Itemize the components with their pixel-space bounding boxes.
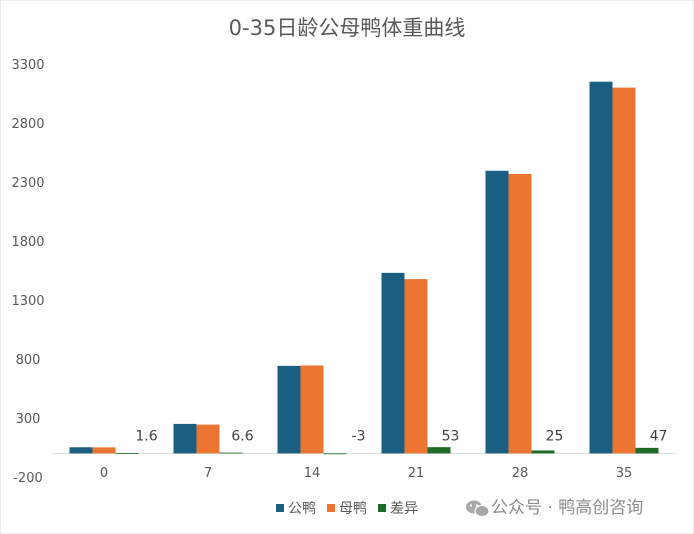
male-duck-bar (277, 365, 301, 454)
male-duck-bar (69, 447, 93, 454)
difference-bar (427, 447, 451, 454)
y-tick-label: 2300 (11, 176, 44, 191)
female-duck-bar (92, 447, 116, 454)
difference-data-label: 6.6 (231, 428, 253, 444)
male-duck-bar (173, 423, 197, 454)
y-tick-label: 1300 (11, 294, 44, 309)
data-labels-group: 1.6 6.6 -3 53 25 47 (135, 428, 667, 444)
difference-data-label: 47 (650, 428, 668, 444)
chart-title: 0-35日龄公母鸭体重曲线 (229, 16, 466, 40)
difference-bar (531, 450, 555, 454)
x-tick-label: 28 (512, 466, 529, 481)
male-duck-bar (589, 81, 613, 454)
y-tick-label: 800 (16, 353, 41, 368)
y-tick-label: 300 (16, 412, 41, 427)
y-tick-label: 2800 (11, 117, 44, 132)
female-duck-bar (300, 365, 324, 454)
x-axis-ticks: 0 7 14 21 28 35 (100, 466, 632, 481)
female-duck-bar (196, 424, 220, 454)
legend-swatch (327, 504, 335, 512)
y-axis-ticks: 3300 2800 2300 1800 1300 800 300 -200 (11, 58, 44, 486)
legend-swatch (276, 504, 284, 512)
watermark-text: 公众号 · 鸭高创咨询 (491, 498, 643, 518)
difference-data-label: 25 (546, 428, 564, 444)
female-duck-bar (404, 279, 428, 454)
difference-bar (219, 452, 243, 454)
wechat-icon (466, 500, 490, 518)
legend-label: 母鸭 (339, 501, 367, 517)
legend-label: 公鸭 (288, 501, 316, 517)
difference-data-label: 1.6 (135, 428, 157, 444)
difference-bar (115, 453, 139, 455)
x-tick-label: 7 (204, 466, 212, 481)
male-duck-bar (485, 170, 509, 454)
x-tick-label: 14 (304, 466, 321, 481)
difference-bar (323, 453, 347, 455)
x-tick-label: 21 (408, 466, 425, 481)
legend-label: 差异 (390, 501, 418, 517)
female-duck-bar (508, 173, 532, 454)
bars-group (69, 81, 659, 455)
y-tick-label: -200 (13, 471, 43, 486)
difference-data-label: 53 (442, 428, 460, 444)
legend-swatch (378, 504, 386, 512)
watermark: 公众号 · 鸭高创咨询 (466, 498, 643, 518)
difference-bar (635, 447, 659, 454)
x-tick-label: 0 (100, 466, 108, 481)
male-duck-bar (381, 272, 405, 454)
female-duck-bar (612, 87, 636, 454)
y-tick-label: 1800 (11, 235, 44, 250)
x-tick-label: 35 (616, 466, 633, 481)
y-tick-label: 3300 (11, 58, 44, 73)
difference-data-label: -3 (352, 428, 366, 444)
legend: 公鸭 母鸭 差异 (276, 501, 418, 517)
